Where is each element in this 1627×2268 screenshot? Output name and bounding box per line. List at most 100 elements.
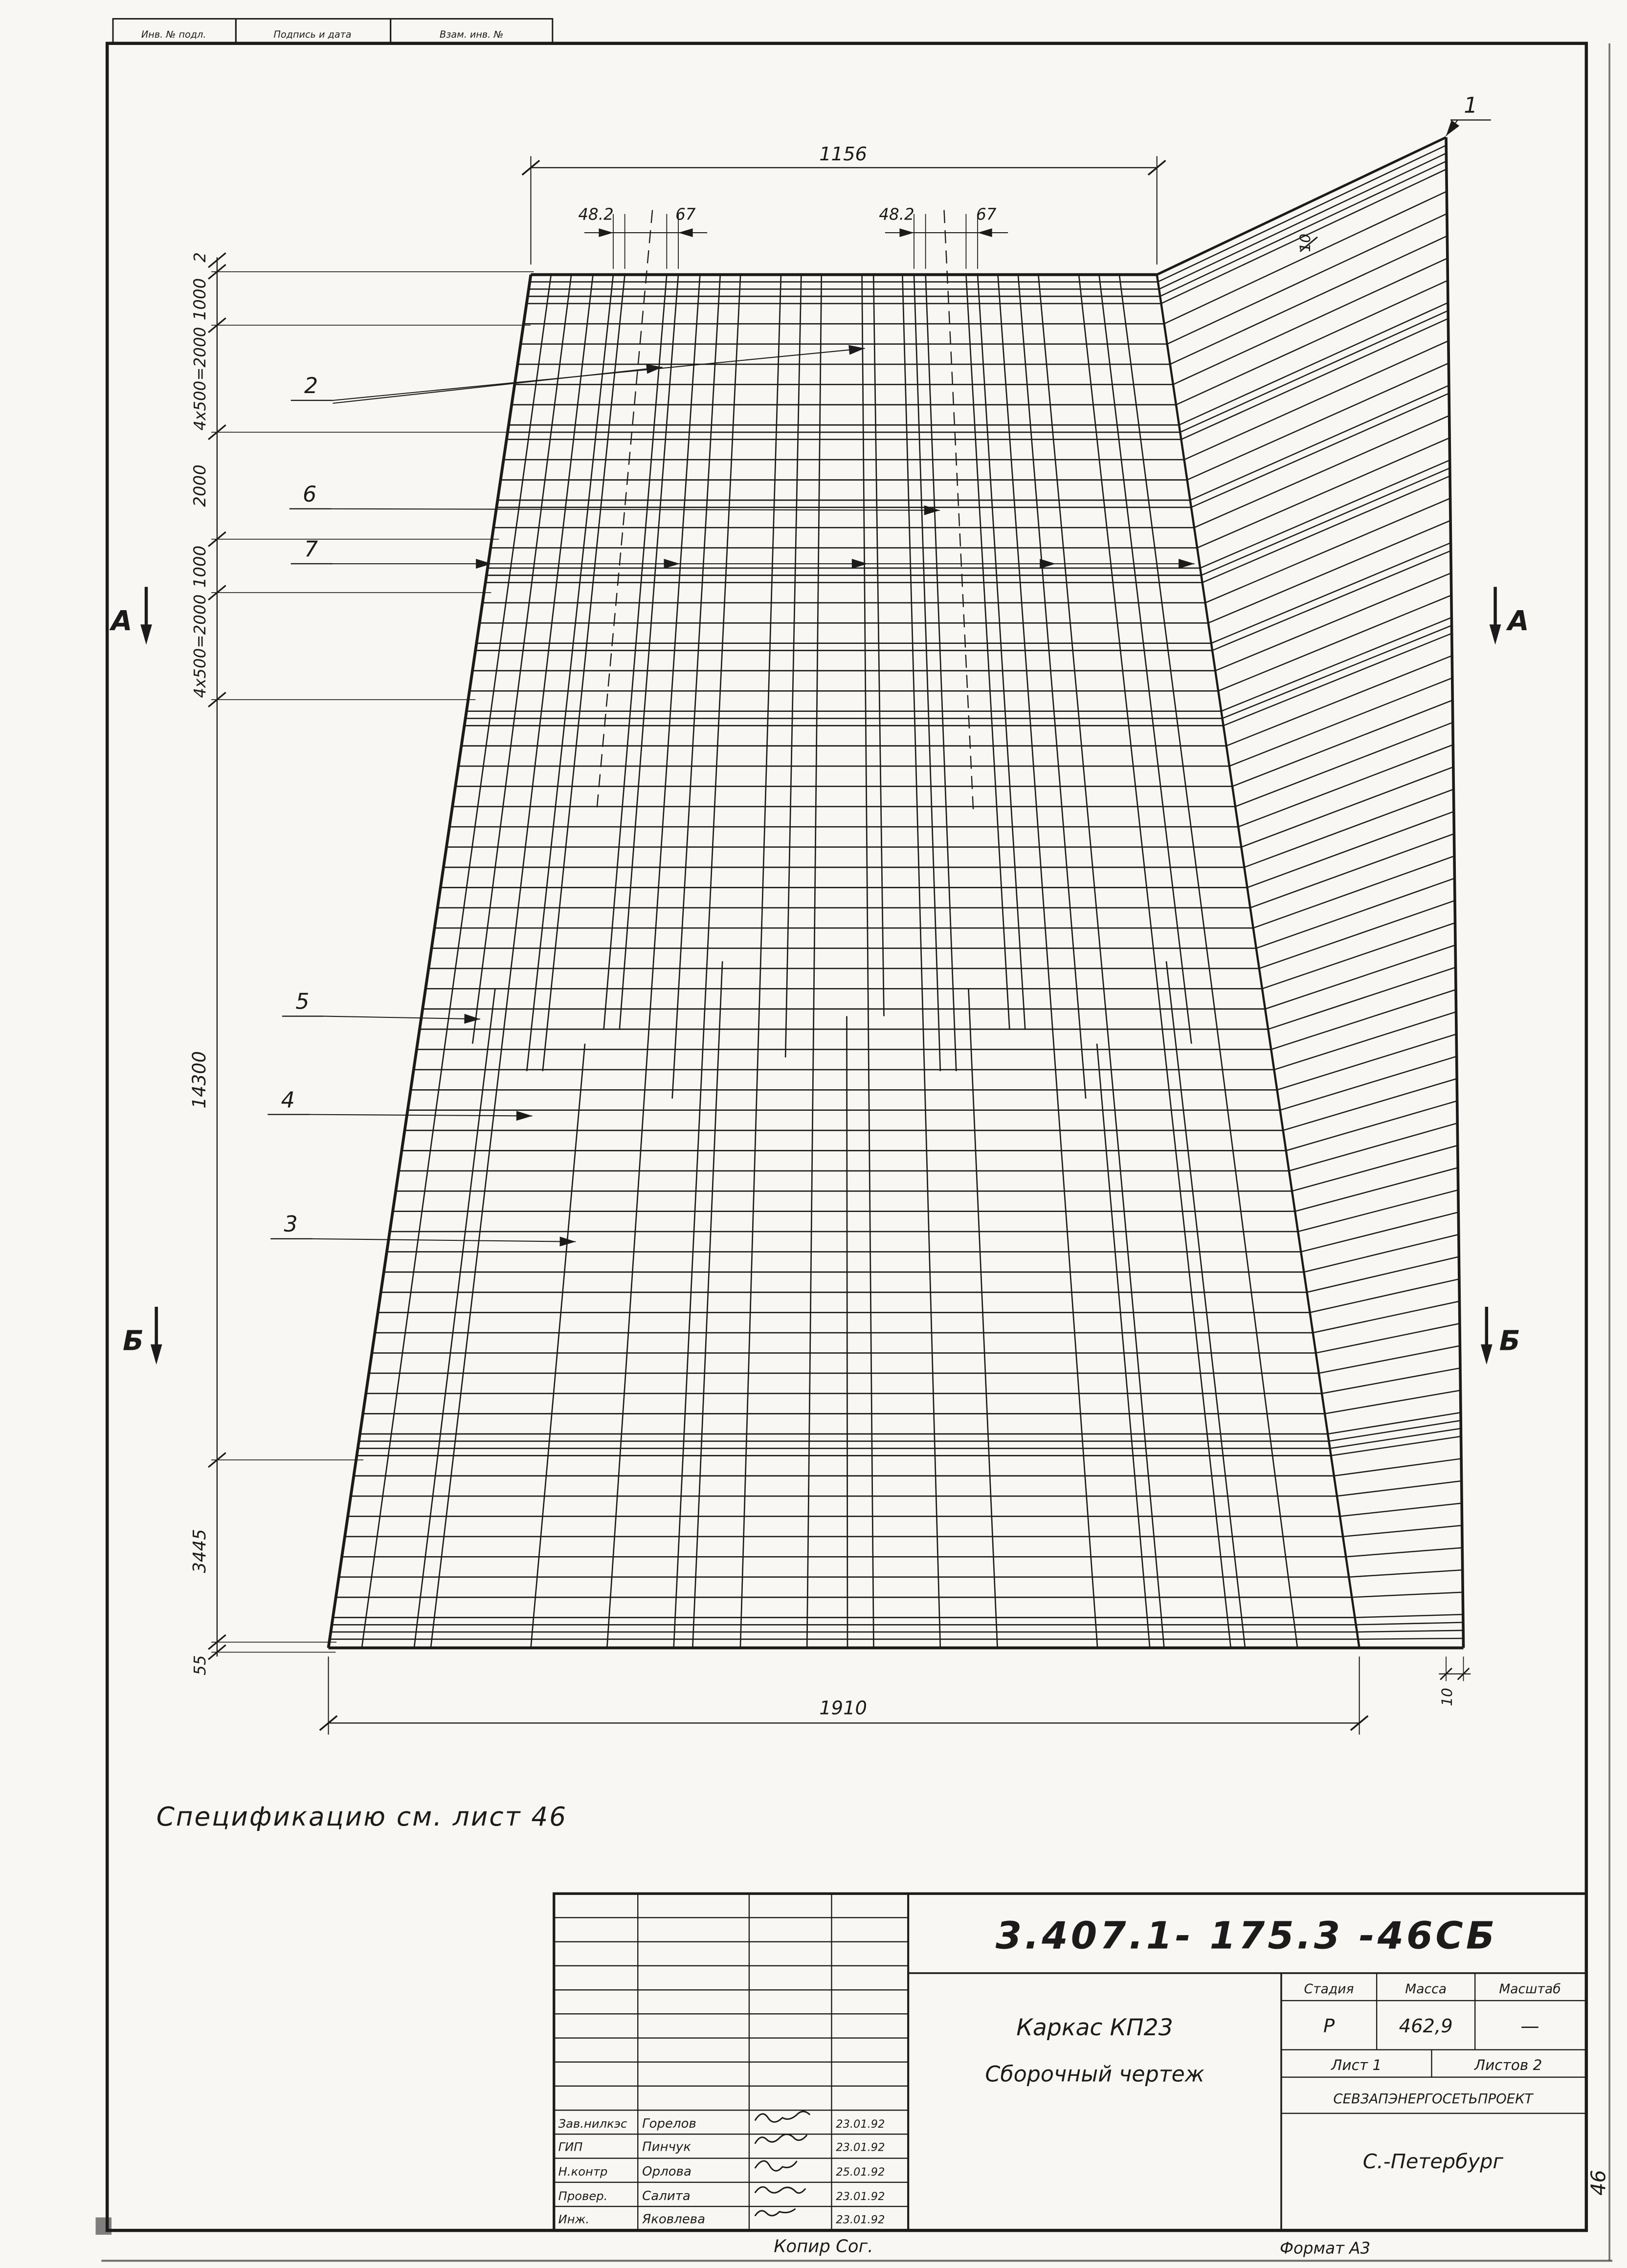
drawing-line <box>1244 789 1454 868</box>
drawing-line <box>1440 1667 1452 1680</box>
dim-label-1156: 1156 <box>819 143 867 165</box>
drawing-line <box>1202 475 1450 583</box>
drawing-line <box>902 274 941 1648</box>
dim-top-width: 1156 <box>521 143 1166 265</box>
drawing-line <box>1297 1189 1459 1233</box>
drawing-line <box>1337 1480 1462 1497</box>
drawing-line <box>606 274 701 1648</box>
drawing-line <box>1197 437 1450 549</box>
callout-1: 1 <box>1464 93 1477 118</box>
frame-side-grid <box>1157 136 1464 1649</box>
dim-label: 14300 <box>189 1051 210 1109</box>
drawing-line <box>599 228 614 237</box>
drawing-line <box>1241 766 1454 848</box>
signer-role: Н.контр <box>558 2164 608 2179</box>
drawing-line <box>1181 318 1449 440</box>
callout-leaders <box>310 119 1460 1247</box>
stamp-cell <box>390 18 554 44</box>
signer-role: Инж. <box>558 2212 590 2226</box>
drawing-line <box>1184 340 1449 461</box>
drawing-line <box>1330 1428 1461 1449</box>
drawing-line <box>664 559 680 569</box>
mass-value: 462,9 <box>1399 2015 1453 2037</box>
drawing-line <box>1247 811 1454 888</box>
callouts: 1 2 6 7 5 4 3 <box>267 93 1491 1240</box>
drawing-line <box>1159 160 1447 297</box>
drawing-line <box>968 989 998 1648</box>
drawing-line <box>1191 393 1449 508</box>
signature-table-grid <box>554 1893 909 2231</box>
signatories: Зав.нилкэс Горелов 23.01.92 ГИП Пинчук 2… <box>558 2111 885 2226</box>
drawing-line <box>851 559 868 569</box>
drawing-line <box>1158 145 1447 283</box>
drawing-line <box>1176 280 1448 406</box>
drawing-line <box>476 559 492 569</box>
section-arrow-icon <box>140 624 152 645</box>
dim-label: 1000 <box>190 546 210 588</box>
scan-artifact <box>95 2217 112 2235</box>
stamp-label: Взам. инв. № <box>440 29 503 40</box>
drawing-line <box>1327 1412 1461 1435</box>
drawing-line <box>1355 1614 1463 1618</box>
drawing-line <box>1037 274 1165 1648</box>
callout-5: 5 <box>295 990 309 1014</box>
top-stamp-strip: Инв. № подл. Подпись и дата Взам. инв. № <box>112 18 554 44</box>
callout-4: 4 <box>281 1088 295 1113</box>
drawing-line <box>678 228 693 237</box>
drawing-line <box>1249 833 1454 908</box>
drawing-line <box>1321 1367 1461 1394</box>
drawing-line <box>1170 235 1448 365</box>
stage-value: Р <box>1323 2015 1335 2037</box>
drawing-line <box>1292 1145 1458 1192</box>
drawing-line <box>1179 559 1195 569</box>
frame-outline <box>327 136 1465 1650</box>
dim-label: 4х500=2000 <box>191 327 209 431</box>
drawing-line <box>1256 878 1455 949</box>
drawing-line <box>861 274 874 1648</box>
drawing-line <box>319 1715 338 1731</box>
stamp-label: Инв. № подл. <box>141 29 206 40</box>
drawing-line <box>1329 1420 1461 1442</box>
drawing-line <box>1096 1043 1151 1648</box>
drawing-line <box>1229 677 1453 767</box>
drawing-line <box>1200 459 1450 569</box>
dim-label: 1000 <box>190 278 210 321</box>
drawing-line <box>646 364 663 374</box>
drawing-line <box>310 1114 533 1117</box>
drawing-line <box>516 1111 533 1121</box>
dim-label-10-top: 10 <box>1297 234 1314 252</box>
drawing-line <box>671 274 721 1099</box>
drawing-line <box>1357 1629 1464 1633</box>
drawing-line <box>1268 967 1456 1030</box>
drawing-line <box>208 252 226 268</box>
drawing-line <box>924 505 940 515</box>
dim-sub-group: 48.2 67 48.2 67 <box>578 205 1008 269</box>
dim-label-67: 67 <box>976 205 997 223</box>
dim-label: 3445 <box>190 1529 210 1573</box>
drawing-line <box>848 345 865 355</box>
spec-note: Спецификацию см. лист 46 <box>156 1802 567 1832</box>
drawing-line <box>1331 1435 1461 1456</box>
signature-scribble <box>754 2160 798 2172</box>
signer-date: 23.01.92 <box>836 2118 885 2131</box>
drawing-line <box>333 366 663 404</box>
drawing-line <box>1201 467 1450 576</box>
signature-scribble <box>754 2186 806 2194</box>
drawing-line <box>1205 498 1451 604</box>
drawing-line <box>1313 1300 1460 1334</box>
drawing-line <box>978 228 992 237</box>
drawing-line <box>1218 595 1452 692</box>
drawing-line <box>471 274 572 1044</box>
title-block-border <box>553 1892 1588 2232</box>
signature-scribble <box>754 2111 811 2123</box>
signer-date: 23.01.92 <box>836 2190 885 2203</box>
sheet-number: Лист 1 <box>1331 2057 1382 2073</box>
drawing-line <box>1212 550 1451 651</box>
drawing-line <box>603 274 668 1030</box>
drawing-line <box>1253 855 1455 929</box>
scale-header: Масштаб <box>1499 1982 1560 1997</box>
callout-3: 3 <box>284 1212 298 1237</box>
dim-bottom-width: 1910 <box>319 1656 1369 1735</box>
drawing-line <box>542 274 625 1072</box>
drawing-line <box>559 1236 576 1247</box>
